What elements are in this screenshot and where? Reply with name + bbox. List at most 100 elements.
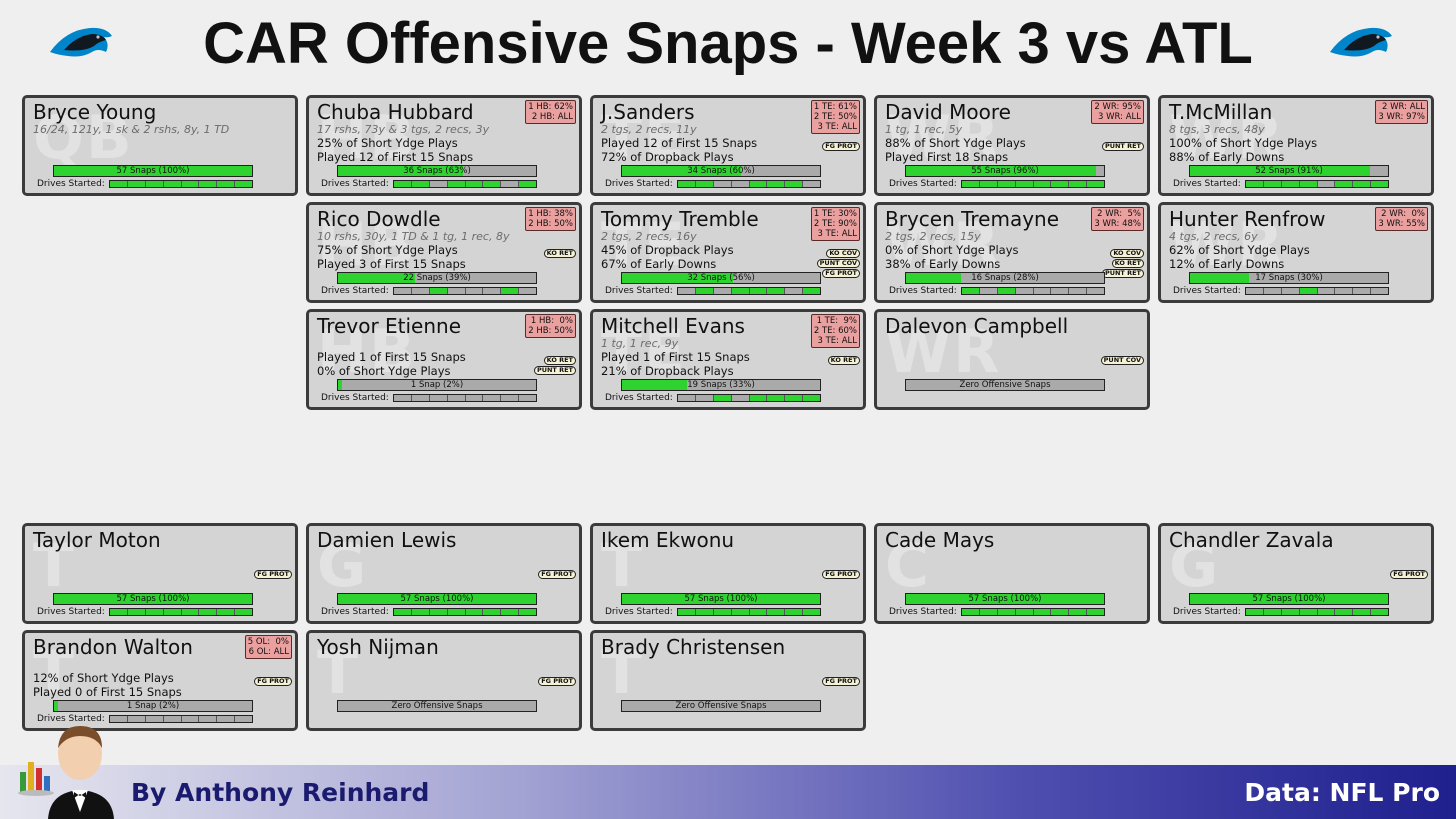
snap-count-label: 16 Snaps (28%) (971, 273, 1039, 283)
drive-cell (678, 395, 696, 401)
drive-cell (465, 288, 484, 294)
drive-cell (1335, 181, 1354, 187)
drives-started-label: Drives Started: (605, 286, 673, 296)
drive-cell (749, 288, 768, 294)
drive-cell (785, 288, 804, 294)
snap-bar-fill (622, 594, 820, 604)
stat-line: 2 tgs, 2 recs, 11y (601, 123, 697, 136)
special-teams-tags: FG PROT (822, 677, 860, 686)
position-watermark: T (33, 638, 76, 708)
usage-note: Played 12 of First 15 Snaps (317, 150, 474, 164)
usage-note: Played 3 of First 15 Snaps (317, 257, 466, 271)
depth-badge-line: 2 TE: 90% (813, 219, 857, 229)
player-card: T Brandon Walton 12% of Short Ydge Plays Pl… (22, 630, 298, 731)
player-name: Dalevon Campbell (885, 314, 1069, 338)
special-teams-tags: KO RET (827, 356, 860, 365)
depth-badge-line: 2 HB: 50% (528, 326, 573, 336)
depth-badge-line: 1 TE: 9% (816, 316, 857, 326)
drive-cell (447, 288, 466, 294)
drives-started-bar (677, 287, 821, 295)
snap-count-label: 57 Snaps (100%) (400, 594, 474, 604)
depth-badge-line: 3 TE: ALL (817, 229, 857, 239)
drive-cell (181, 609, 200, 615)
depth-badge-line: 2 HB: 50% (528, 219, 573, 229)
special-teams-tag: KO RET (543, 356, 576, 365)
special-teams-tags: FG PROT (254, 677, 292, 686)
drive-cell (1371, 181, 1388, 187)
drive-cell (127, 609, 146, 615)
usage-note: Played 0 of First 15 Snaps (33, 685, 182, 699)
snap-bar: 57 Snaps (100%) (53, 165, 253, 177)
snap-bar: 32 Snaps (56%) (621, 272, 821, 284)
depth-badge-line: 1 HB: 0% (530, 316, 573, 326)
snap-bar: 36 Snaps (63%) (337, 165, 537, 177)
author-credit: By Anthony Reinhard (131, 778, 430, 807)
special-teams-tag: FG PROT (822, 269, 860, 278)
snap-count-label: 34 Snaps (60%) (687, 166, 755, 176)
usage-note: 12% of Short Ydge Plays (33, 671, 174, 685)
drive-cell (1246, 288, 1264, 294)
drive-cell (110, 609, 128, 615)
drives-started-bar (109, 180, 253, 188)
player-name: David Moore (885, 100, 1011, 124)
depth-badge-line: 1 HB: 38% (528, 209, 573, 219)
drive-cell (1051, 181, 1070, 187)
drive-cell (1281, 181, 1300, 187)
drives-started-label: Drives Started: (605, 393, 673, 403)
player-card: HB Trevor Etienne Played 1 of First 15 Sna… (306, 309, 582, 410)
special-teams-tag: KO COV (826, 249, 860, 258)
drives-started-label: Drives Started: (321, 286, 389, 296)
position-watermark: T (317, 638, 360, 708)
snap-bar-fill (622, 273, 733, 283)
player-card: T Brady Christensen FG PROT Zero Offensive … (590, 630, 866, 731)
drive-cell (997, 288, 1016, 294)
drive-cell (235, 716, 252, 722)
snap-count-label: 17 Snaps (30%) (1255, 273, 1323, 283)
snap-bar: 52 Snaps (91%) (1189, 165, 1389, 177)
position-watermark: TE (601, 210, 687, 280)
player-name: Rico Dowdle (317, 207, 441, 231)
drives-started-label: Drives Started: (605, 607, 673, 617)
drives-started-bar (393, 287, 537, 295)
drive-cell (394, 288, 412, 294)
snap-bar: 16 Snaps (28%) (905, 272, 1105, 284)
special-teams-tag: FG PROT (1390, 570, 1428, 579)
drive-cell (501, 609, 520, 615)
drive-cell (163, 609, 182, 615)
snap-bar: 57 Snaps (100%) (905, 593, 1105, 605)
snap-bar-fill (906, 594, 1104, 604)
special-teams-tags: FG PROT (538, 570, 576, 579)
drive-cell (181, 181, 200, 187)
snap-bar-fill (54, 594, 252, 604)
player-name: Brycen Tremayne (885, 207, 1060, 231)
position-watermark: C (885, 531, 932, 601)
snap-bar-fill (338, 594, 536, 604)
drive-cell (145, 716, 164, 722)
drive-cell (1317, 181, 1336, 187)
drives-started-bar (677, 180, 821, 188)
special-teams-tag: KO RET (543, 249, 576, 258)
drive-cell (447, 181, 466, 187)
special-teams-tags: FG PROT (822, 570, 860, 579)
player-name: Trevor Etienne (317, 314, 462, 338)
snap-bar: 57 Snaps (100%) (1189, 593, 1389, 605)
player-name: T.McMillan (1169, 100, 1273, 124)
special-teams-tags: KO RET PUNT RET (533, 356, 576, 375)
snap-bar: 19 Snaps (33%) (621, 379, 821, 391)
drive-cell (181, 716, 200, 722)
drive-cell (1317, 288, 1336, 294)
drive-cell (695, 181, 714, 187)
drive-cell (979, 181, 998, 187)
depth-badge-line: 2 WR: ALL (1381, 102, 1425, 112)
depth-badge-line: 2 HB: ALL (531, 112, 573, 122)
butler-mascot-icon (18, 726, 114, 819)
usage-note: 67% of Early Downs (601, 257, 717, 271)
snap-bar: 55 Snaps (96%) (905, 165, 1105, 177)
drive-cell (803, 609, 820, 615)
drive-cell (1069, 181, 1088, 187)
drive-cell (1299, 181, 1318, 187)
drive-cell (678, 288, 696, 294)
depth-badge: 1 HB: 62% 2 HB: ALL (525, 100, 576, 124)
depth-badge-line: 3 WR: 55% (1378, 219, 1425, 229)
drive-cell (110, 181, 128, 187)
